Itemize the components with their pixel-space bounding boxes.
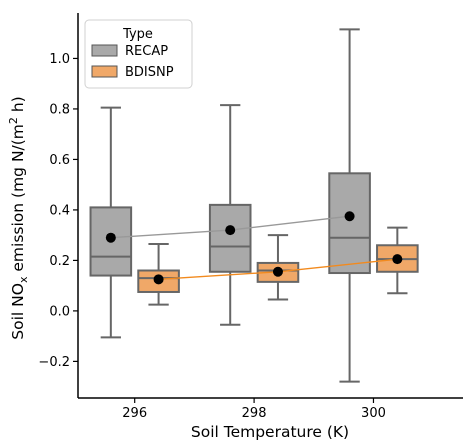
mean-marker-bdisnp-296 [153,274,164,285]
x-axis-label: Soil Temperature (K) [191,423,349,441]
legend: Type RECAP BDISNP [84,19,193,89]
mean-marker-bdisnp-300 [392,254,403,265]
y-axis-label: Soil NOx emission (mg N/(m2 h) [7,96,30,339]
y-tick-label: −0.2 [38,355,70,370]
y-tick-label: 0.8 [49,102,70,117]
legend-label-recap: RECAP [125,44,168,59]
mean-marker-recap-300 [344,211,355,222]
mean-marker-bdisnp-298 [272,266,283,277]
box-body [208,203,252,273]
mean-lines-layer [105,211,403,285]
box-recap-300 [328,28,371,383]
y-tick-label: 0.4 [49,203,70,218]
box-bdisnp-296 [137,243,180,306]
y-tick-label: 0.0 [49,304,70,319]
box-recap-296 [89,106,133,339]
x-tick-label: 296 [122,406,147,421]
y-tick-label: 0.6 [49,153,70,168]
legend-swatch-recap [91,44,118,57]
x-tick-label: 298 [242,406,267,421]
y-tick-label: 0.2 [49,254,70,269]
y-tick-label: 1.0 [49,52,70,67]
legend-title: Type [122,27,153,42]
legend-label-bdisnp: BDISNP [125,65,174,80]
mean-marker-recap-296 [105,232,116,243]
axes: −0.2 0.0 0.2 0.4 0.6 0.8 1.0 296 298 300 [38,13,463,421]
box-body [328,172,371,275]
legend-swatch-bdisnp [91,65,118,78]
mean-marker-recap-298 [225,225,236,236]
boxes-layer [89,28,419,383]
box-recap-298 [208,104,252,326]
x-tick-label: 300 [361,406,386,421]
